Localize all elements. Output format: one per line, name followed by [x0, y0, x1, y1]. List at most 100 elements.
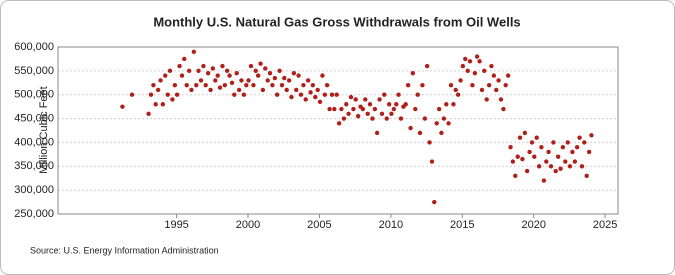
point — [420, 82, 425, 88]
point — [286, 78, 292, 83]
point — [432, 199, 437, 205]
point — [315, 87, 320, 93]
point — [215, 73, 220, 78]
point — [503, 82, 508, 88]
point — [186, 68, 192, 74]
point — [455, 92, 461, 97]
point — [565, 140, 570, 145]
point — [389, 111, 394, 117]
point — [222, 82, 228, 88]
point — [248, 63, 254, 69]
point — [479, 87, 485, 93]
point — [586, 149, 592, 155]
point — [429, 159, 435, 164]
point — [584, 173, 589, 179]
point — [465, 68, 470, 74]
point — [198, 78, 204, 83]
point — [463, 56, 468, 62]
point — [532, 154, 537, 159]
point — [158, 78, 163, 83]
point — [441, 116, 447, 121]
point — [196, 68, 201, 74]
point — [296, 73, 301, 78]
x-tick-label: 2005 — [307, 219, 331, 231]
y-tick-label: 450,000 — [14, 112, 54, 124]
point — [353, 97, 358, 102]
point — [313, 94, 318, 100]
point — [544, 159, 549, 164]
point — [241, 92, 247, 97]
point — [274, 92, 280, 97]
point — [146, 111, 151, 117]
point — [567, 164, 573, 169]
point — [355, 113, 361, 119]
point — [153, 102, 158, 107]
point — [522, 130, 528, 136]
x-tick-label: 2010 — [379, 219, 403, 231]
point — [205, 71, 211, 76]
point — [524, 168, 530, 174]
point — [513, 173, 518, 179]
point — [539, 145, 544, 150]
point — [339, 106, 344, 112]
point — [410, 71, 416, 76]
point — [396, 92, 401, 97]
point — [582, 140, 587, 145]
point — [255, 73, 261, 78]
point — [422, 116, 428, 121]
point — [527, 149, 532, 155]
point — [227, 73, 232, 78]
x-tick-label: 2000 — [236, 219, 260, 231]
point — [172, 82, 178, 88]
point — [394, 102, 399, 107]
point — [398, 116, 404, 121]
point — [258, 61, 263, 66]
y-tick-label: 600,000 — [14, 41, 54, 53]
point — [572, 159, 578, 164]
x-tick-label: 2015 — [450, 219, 474, 231]
point — [529, 140, 535, 145]
point — [413, 106, 418, 112]
point — [491, 73, 497, 78]
point — [560, 145, 566, 150]
point — [505, 73, 511, 78]
point — [234, 71, 239, 76]
point — [408, 125, 413, 131]
point — [284, 87, 289, 93]
point — [515, 154, 520, 159]
point — [579, 164, 585, 169]
point — [167, 68, 173, 74]
point — [541, 178, 547, 183]
point — [472, 71, 478, 76]
point — [451, 102, 456, 107]
point — [467, 59, 473, 64]
point — [317, 99, 323, 105]
point — [570, 149, 575, 155]
point — [217, 85, 223, 90]
point — [244, 82, 249, 88]
point — [386, 102, 392, 107]
point — [372, 106, 378, 112]
point — [189, 87, 194, 93]
point — [267, 71, 273, 76]
point — [277, 68, 282, 74]
point — [379, 111, 385, 117]
point — [329, 92, 335, 97]
point — [486, 82, 492, 88]
point — [160, 102, 166, 107]
point — [263, 66, 268, 71]
point — [563, 159, 568, 164]
point — [403, 102, 408, 107]
point — [163, 73, 168, 78]
point — [332, 106, 337, 112]
point — [470, 82, 475, 88]
point — [534, 135, 539, 140]
point — [236, 87, 242, 93]
point — [536, 164, 542, 169]
point — [191, 49, 197, 54]
point — [265, 78, 270, 83]
point — [446, 121, 451, 126]
point — [203, 82, 208, 88]
point — [436, 106, 442, 112]
